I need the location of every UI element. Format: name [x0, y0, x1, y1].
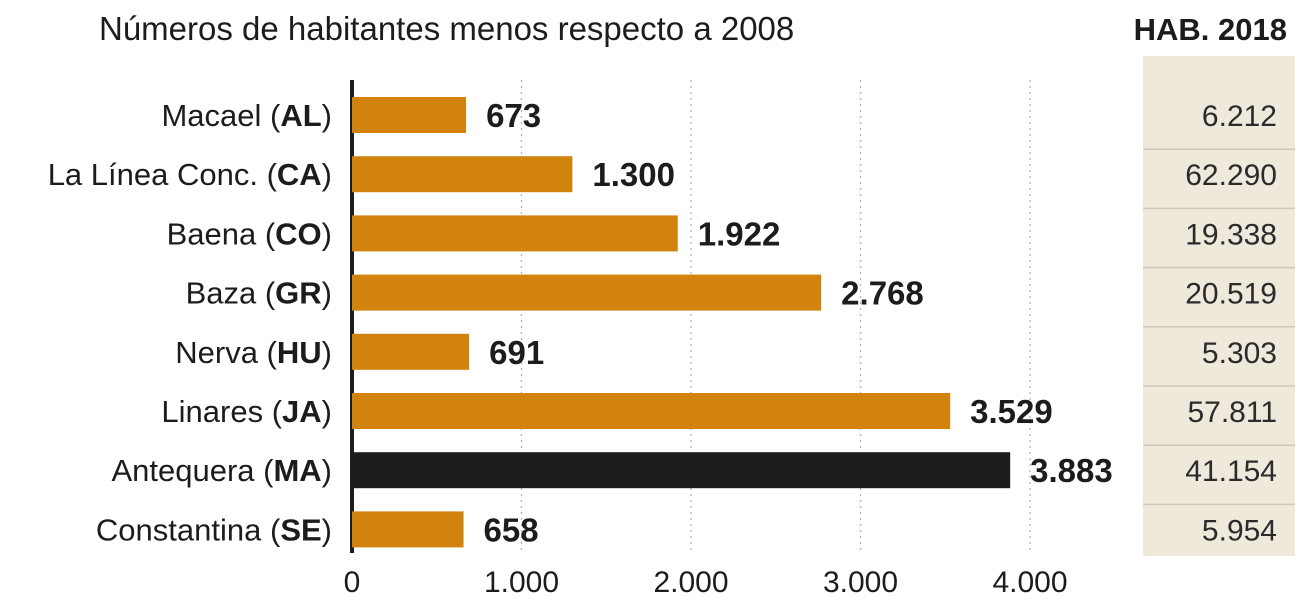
x-tick-label-3: 3.000	[823, 566, 898, 598]
x-tick-label-2: 2.000	[653, 566, 728, 598]
bar-ma	[352, 452, 1011, 489]
x-tick-label-4: 4.000	[992, 566, 1067, 598]
hab-column-background	[1143, 56, 1295, 556]
hab-2018-value-se: 5.954	[1202, 514, 1277, 547]
bar-hu	[352, 333, 470, 370]
hab-2018-value-ja: 57.811	[1187, 396, 1277, 429]
hab-2018-value-al: 6.212	[1202, 100, 1277, 133]
category-label-se: Constantina (SE)	[96, 512, 332, 547]
bar-gr	[352, 274, 822, 311]
value-label-ja: 3.529	[970, 393, 1053, 430]
hab-2018-value-co: 19.338	[1185, 218, 1277, 251]
value-label-hu: 691	[489, 334, 544, 371]
bar-se	[352, 511, 464, 548]
category-label-ca: La Línea Conc. (CA)	[48, 157, 332, 192]
value-label-gr: 2.768	[841, 275, 924, 312]
hab-2018-value-hu: 5.303	[1202, 337, 1277, 370]
bar-ca	[352, 156, 573, 193]
hab-column-header: HAB. 2018	[1134, 12, 1287, 47]
category-label-gr: Baza (GR)	[186, 276, 332, 311]
bar-co	[352, 215, 678, 252]
x-tick-label-0: 0	[344, 566, 361, 598]
x-tick-label-1: 1.000	[484, 566, 559, 598]
bar-al	[352, 97, 467, 133]
category-label-co: Baena (CO)	[167, 216, 332, 251]
value-label-al: 673	[486, 97, 541, 134]
hab-2018-value-gr: 20.519	[1185, 278, 1277, 311]
value-label-ma: 3.883	[1030, 452, 1113, 489]
value-label-co: 1.922	[698, 215, 781, 252]
hab-2018-value-ca: 62.290	[1185, 159, 1277, 192]
value-label-se: 658	[484, 511, 539, 548]
category-label-ja: Linares (JA)	[161, 394, 332, 429]
category-label-al: Macael (AL)	[161, 98, 332, 133]
category-label-ma: Antequera (MA)	[111, 453, 332, 488]
value-label-ca: 1.300	[592, 156, 675, 193]
bar-ja	[352, 393, 951, 429]
category-label-hu: Nerva (HU)	[175, 335, 332, 370]
chart-title: Números de habitantes menos respecto a 2…	[99, 10, 794, 47]
hab-2018-value-ma: 41.154	[1185, 455, 1277, 488]
